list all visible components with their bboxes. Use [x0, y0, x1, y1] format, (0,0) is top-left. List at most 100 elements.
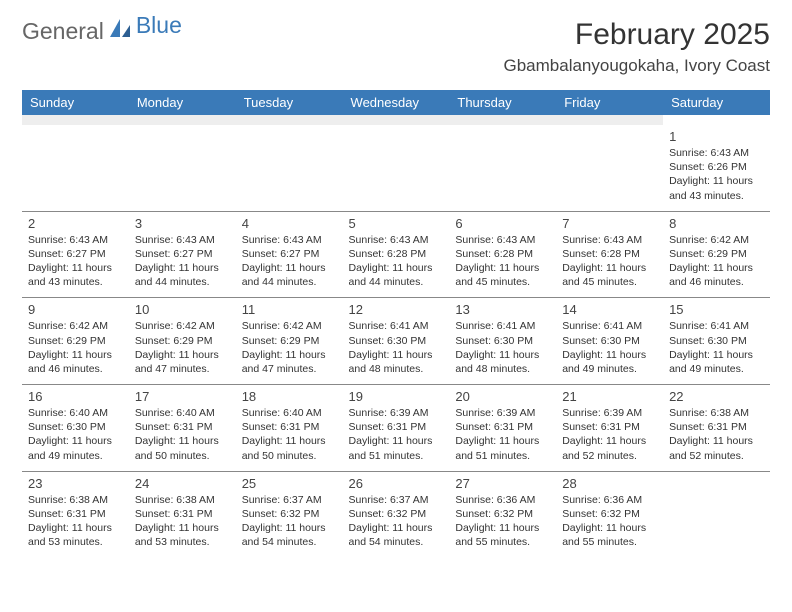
- day-info: Sunrise: 6:41 AMSunset: 6:30 PMDaylight:…: [669, 319, 764, 376]
- daylight-text: Daylight: 11 hours and 52 minutes.: [669, 434, 764, 462]
- daylight-text: Daylight: 11 hours and 51 minutes.: [455, 434, 550, 462]
- sunset-text: Sunset: 6:28 PM: [455, 247, 550, 261]
- daylight-text: Daylight: 11 hours and 53 minutes.: [28, 521, 123, 549]
- day-number: 28: [562, 476, 657, 491]
- daylight-text: Daylight: 11 hours and 50 minutes.: [242, 434, 337, 462]
- day-cell-content: 6Sunrise: 6:43 AMSunset: 6:28 PMDaylight…: [449, 212, 556, 298]
- day-number: 26: [349, 476, 444, 491]
- day-info: Sunrise: 6:43 AMSunset: 6:27 PMDaylight:…: [135, 233, 230, 290]
- day-cell: 9Sunrise: 6:42 AMSunset: 6:29 PMDaylight…: [22, 298, 129, 385]
- day-cell-content: 13Sunrise: 6:41 AMSunset: 6:30 PMDayligh…: [449, 298, 556, 384]
- day-info: Sunrise: 6:43 AMSunset: 6:28 PMDaylight:…: [455, 233, 550, 290]
- day-number: 23: [28, 476, 123, 491]
- day-cell: 7Sunrise: 6:43 AMSunset: 6:28 PMDaylight…: [556, 211, 663, 298]
- day-cell-content: 21Sunrise: 6:39 AMSunset: 6:31 PMDayligh…: [556, 385, 663, 471]
- day-info: Sunrise: 6:38 AMSunset: 6:31 PMDaylight:…: [669, 406, 764, 463]
- day-cell: 12Sunrise: 6:41 AMSunset: 6:30 PMDayligh…: [343, 298, 450, 385]
- day-header-saturday: Saturday: [663, 90, 770, 115]
- day-cell-content: 15Sunrise: 6:41 AMSunset: 6:30 PMDayligh…: [663, 298, 770, 384]
- week-row: 9Sunrise: 6:42 AMSunset: 6:29 PMDaylight…: [22, 298, 770, 385]
- day-cell-content: 26 Sunrise: 6:37 AMSunset: 6:32 PMDayligh…: [343, 472, 450, 558]
- sunset-text: Sunset: 6:31 PM: [135, 420, 230, 434]
- sunrise-text: Sunrise: 6:42 AM: [135, 319, 230, 333]
- day-number: 3: [135, 216, 230, 231]
- daylight-text: Daylight: 11 hours and 48 minutes.: [455, 348, 550, 376]
- day-number: 18: [242, 389, 337, 404]
- day-cell-content: 17Sunrise: 6:40 AMSunset: 6:31 PMDayligh…: [129, 385, 236, 471]
- month-title: February 2025: [504, 18, 771, 52]
- empty-cell: [22, 125, 129, 211]
- day-info: Sunrise: 6:40 AMSunset: 6:31 PMDaylight:…: [135, 406, 230, 463]
- week-row: 23Sunrise: 6:38 AMSunset: 6:31 PMDayligh…: [22, 471, 770, 557]
- location-text: Gbambalanyougokaha, Ivory Coast: [504, 56, 771, 76]
- blank-cell: [449, 115, 556, 125]
- day-number: 13: [455, 302, 550, 317]
- day-cell: 24Sunrise: 6:38 AMSunset: 6:31 PMDayligh…: [129, 471, 236, 557]
- day-cell: 27Sunrise: 6:36 AMSunset: 6:32 PMDayligh…: [449, 471, 556, 557]
- day-cell: 15Sunrise: 6:41 AMSunset: 6:30 PMDayligh…: [663, 298, 770, 385]
- sunrise-text: Sunrise: 6:42 AM: [669, 233, 764, 247]
- daylight-text: Daylight: 11 hours and 50 minutes.: [135, 434, 230, 462]
- daylight-text: Daylight: 11 hours and 47 minutes.: [242, 348, 337, 376]
- day-info: Sunrise: 6:40 AMSunset: 6:30 PMDaylight:…: [28, 406, 123, 463]
- sunset-text: Sunset: 6:31 PM: [349, 420, 444, 434]
- day-number: 12: [349, 302, 444, 317]
- day-number: 24: [135, 476, 230, 491]
- daylight-text: Daylight: 11 hours and 54 minutes.: [242, 521, 337, 549]
- sunrise-text: Sunrise: 6:40 AM: [242, 406, 337, 420]
- sunrise-text: Sunrise: 6:39 AM: [455, 406, 550, 420]
- daylight-text: Daylight: 11 hours and 54 minutes.: [349, 521, 444, 549]
- day-header-thursday: Thursday: [449, 90, 556, 115]
- sunrise-text: Sunrise: 6:43 AM: [669, 146, 764, 160]
- day-cell-content: 28Sunrise: 6:36 AMSunset: 6:32 PMDayligh…: [556, 472, 663, 558]
- day-cell: 13Sunrise: 6:41 AMSunset: 6:30 PMDayligh…: [449, 298, 556, 385]
- day-cell-content: 11 Sunrise: 6:42 AMSunset: 6:29 PMDayligh…: [236, 298, 343, 384]
- day-cell: 2Sunrise: 6:43 AMSunset: 6:27 PMDaylight…: [22, 211, 129, 298]
- blank-cell: [129, 115, 236, 125]
- day-number: 20: [455, 389, 550, 404]
- day-info: Sunrise: 6:42 AMSunset: 6:29 PMDaylight:…: [242, 319, 337, 376]
- day-cell: 22 Sunrise: 6:38 AMSunset: 6:31 PMDayligh…: [663, 385, 770, 472]
- day-info: Sunrise: 6:43 AMSunset: 6:27 PMDaylight:…: [28, 233, 123, 290]
- sunrise-text: Sunrise: 6:41 AM: [562, 319, 657, 333]
- day-cell: 10Sunrise: 6:42 AMSunset: 6:29 PMDayligh…: [129, 298, 236, 385]
- day-cell-content: 8Sunrise: 6:42 AMSunset: 6:29 PMDaylight…: [663, 212, 770, 298]
- empty-cell: [663, 471, 770, 557]
- daylight-text: Daylight: 11 hours and 51 minutes.: [349, 434, 444, 462]
- sunset-text: Sunset: 6:27 PM: [135, 247, 230, 261]
- day-info: Sunrise: 6:42 AMSunset: 6:29 PMDaylight:…: [135, 319, 230, 376]
- title-block: February 2025 Gbambalanyougokaha, Ivory …: [504, 18, 771, 76]
- empty-cell: [236, 125, 343, 211]
- sunset-text: Sunset: 6:28 PM: [562, 247, 657, 261]
- day-number: 22: [669, 389, 764, 404]
- day-cell-content: 18 Sunrise: 6:40 AMSunset: 6:31 PMDayligh…: [236, 385, 343, 471]
- day-number: 11: [242, 302, 337, 317]
- day-cell-content: 2Sunrise: 6:43 AMSunset: 6:27 PMDaylight…: [22, 212, 129, 298]
- sunrise-text: Sunrise: 6:36 AM: [455, 493, 550, 507]
- daylight-text: Daylight: 11 hours and 49 minutes.: [28, 434, 123, 462]
- day-number: 25: [242, 476, 337, 491]
- day-cell: 4Sunrise: 6:43 AMSunset: 6:27 PMDaylight…: [236, 211, 343, 298]
- sunrise-text: Sunrise: 6:43 AM: [28, 233, 123, 247]
- sunset-text: Sunset: 6:28 PM: [349, 247, 444, 261]
- daylight-text: Daylight: 11 hours and 44 minutes.: [242, 261, 337, 289]
- day-cell: 28Sunrise: 6:36 AMSunset: 6:32 PMDayligh…: [556, 471, 663, 557]
- day-info: Sunrise: 6:41 AMSunset: 6:30 PMDaylight:…: [562, 319, 657, 376]
- sunset-text: Sunset: 6:32 PM: [562, 507, 657, 521]
- day-cell-content: 12Sunrise: 6:41 AMSunset: 6:30 PMDayligh…: [343, 298, 450, 384]
- day-cell: 14Sunrise: 6:41 AMSunset: 6:30 PMDayligh…: [556, 298, 663, 385]
- daylight-text: Daylight: 11 hours and 46 minutes.: [28, 348, 123, 376]
- day-number: 7: [562, 216, 657, 231]
- day-cell: 19Sunrise: 6:39 AMSunset: 6:31 PMDayligh…: [343, 385, 450, 472]
- daylight-text: Daylight: 11 hours and 45 minutes.: [455, 261, 550, 289]
- day-number: 16: [28, 389, 123, 404]
- sunset-text: Sunset: 6:31 PM: [242, 420, 337, 434]
- day-cell: 17Sunrise: 6:40 AMSunset: 6:31 PMDayligh…: [129, 385, 236, 472]
- day-cell-content: 25Sunrise: 6:37 AMSunset: 6:32 PMDayligh…: [236, 472, 343, 558]
- day-number: 21: [562, 389, 657, 404]
- day-cell: 6Sunrise: 6:43 AMSunset: 6:28 PMDaylight…: [449, 211, 556, 298]
- daylight-text: Daylight: 11 hours and 47 minutes.: [135, 348, 230, 376]
- sunset-text: Sunset: 6:30 PM: [455, 334, 550, 348]
- day-info: Sunrise: 6:37 AMSunset: 6:32 PMDaylight:…: [349, 493, 444, 550]
- empty-cell: [449, 125, 556, 211]
